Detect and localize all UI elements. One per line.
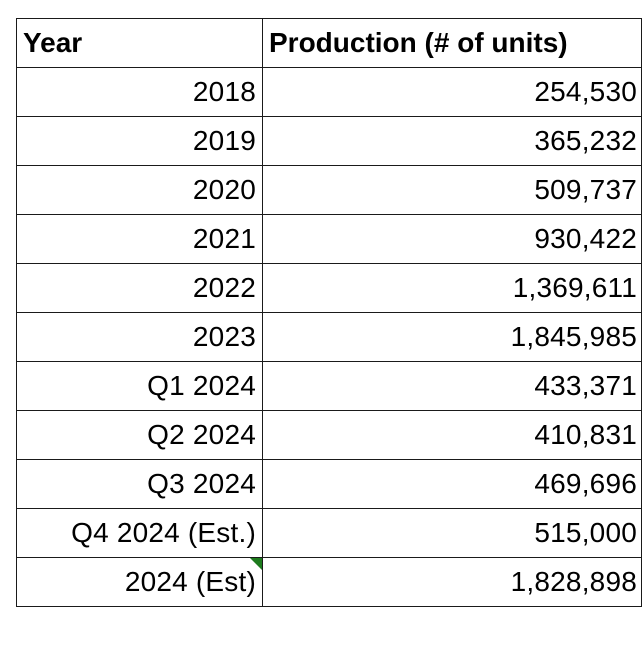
production-cell[interactable]: 930,422 [262,214,642,264]
production-cell[interactable]: 515,000 [262,508,642,558]
year-cell[interactable]: 2024 (Est) [16,557,263,607]
year-column-header[interactable]: Year [16,18,263,68]
table-row: Q3 2024 469,696 [16,459,642,509]
table-row: 2020 509,737 [16,165,642,215]
production-cell[interactable]: 254,530 [262,67,642,117]
year-cell[interactable]: Q4 2024 (Est.) [16,508,263,558]
production-cell[interactable]: 1,828,898 [262,557,642,607]
table-row: 2022 1,369,611 [16,263,642,313]
year-cell[interactable]: Q3 2024 [16,459,263,509]
year-cell[interactable]: 2020 [16,165,263,215]
table-row: Q2 2024 410,831 [16,410,642,460]
production-cell[interactable]: 1,845,985 [262,312,642,362]
production-cell[interactable]: 469,696 [262,459,642,509]
production-cell[interactable]: 433,371 [262,361,642,411]
year-cell-text: 2024 (Est) [124,566,256,597]
production-cell[interactable]: 410,831 [262,410,642,460]
table-row: 2023 1,845,985 [16,312,642,362]
production-table: Year Production (# of units) 2018 254,53… [16,18,642,607]
table-row: 2019 365,232 [16,116,642,166]
year-cell[interactable]: 2022 [16,263,263,313]
year-cell[interactable]: Q1 2024 [16,361,263,411]
table-row: Q4 2024 (Est.) 515,000 [16,508,642,558]
production-column-header[interactable]: Production (# of units) [262,18,642,68]
production-cell[interactable]: 509,737 [262,165,642,215]
production-cell[interactable]: 1,369,611 [262,263,642,313]
table-row: Q1 2024 433,371 [16,361,642,411]
header-row: Year Production (# of units) [16,18,642,68]
table-row: 2021 930,422 [16,214,642,264]
year-cell[interactable]: Q2 2024 [16,410,263,460]
cell-note-indicator-icon[interactable] [249,558,262,571]
year-cell[interactable]: 2019 [16,116,263,166]
spreadsheet-region: Year Production (# of units) 2018 254,53… [16,18,642,642]
table-row: 2018 254,530 [16,67,642,117]
year-cell[interactable]: 2018 [16,67,263,117]
year-cell[interactable]: 2021 [16,214,263,264]
table-row: 2024 (Est) 1,828,898 [16,557,642,607]
production-cell[interactable]: 365,232 [262,116,642,166]
year-cell[interactable]: 2023 [16,312,263,362]
